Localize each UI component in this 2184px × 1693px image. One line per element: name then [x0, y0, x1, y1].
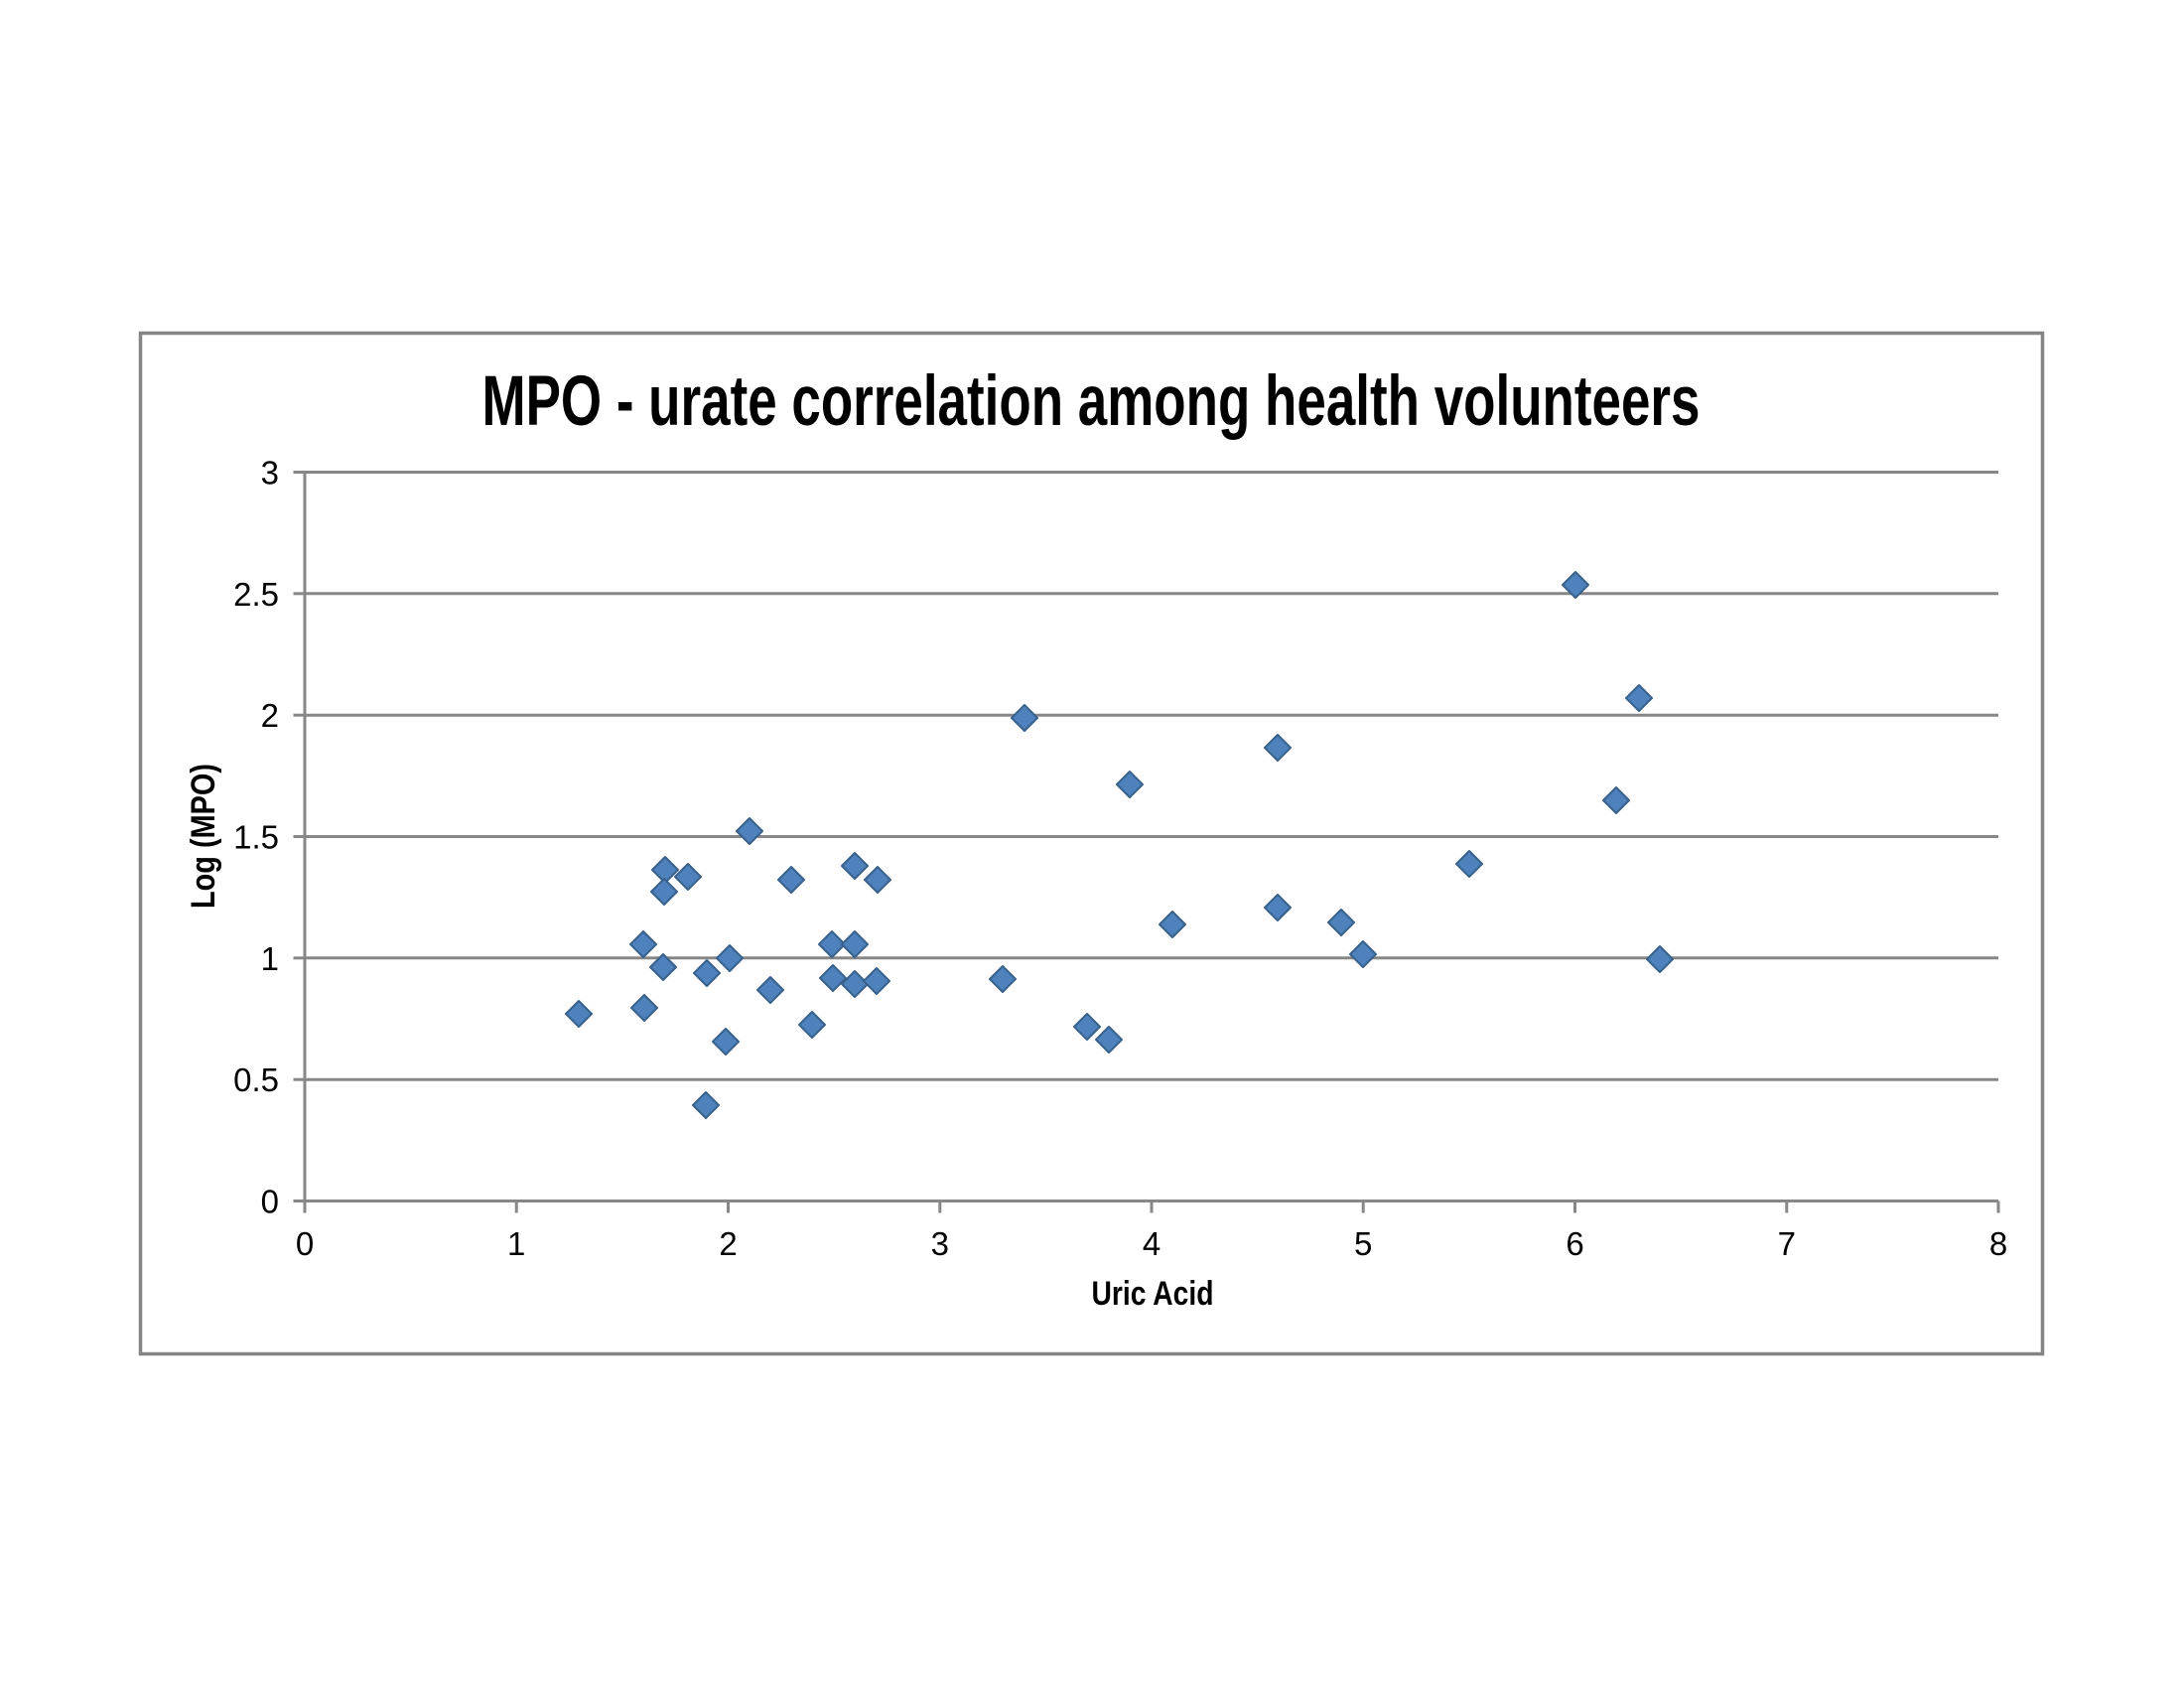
svg-text:8: 8 — [1989, 1225, 2007, 1262]
svg-text:2: 2 — [261, 697, 279, 734]
svg-text:0: 0 — [261, 1184, 279, 1220]
svg-text:1.5: 1.5 — [233, 819, 279, 856]
svg-text:6: 6 — [1566, 1225, 1583, 1262]
svg-text:2: 2 — [719, 1225, 737, 1262]
svg-text:7: 7 — [1778, 1225, 1796, 1262]
svg-text:MPO - urate correlation among: MPO - urate correlation among health vol… — [482, 362, 1701, 441]
svg-text:3: 3 — [261, 455, 279, 492]
svg-text:3: 3 — [931, 1225, 949, 1262]
svg-text:0.5: 0.5 — [233, 1061, 279, 1098]
svg-text:0: 0 — [296, 1225, 314, 1262]
svg-text:2.5: 2.5 — [233, 576, 279, 613]
svg-text:Uric Acid: Uric Acid — [1092, 1275, 1214, 1313]
svg-text:5: 5 — [1354, 1225, 1372, 1262]
svg-text:4: 4 — [1143, 1225, 1160, 1262]
svg-text:1: 1 — [507, 1225, 525, 1262]
svg-text:Log (MPO): Log (MPO) — [185, 764, 222, 909]
svg-text:1: 1 — [261, 940, 279, 977]
